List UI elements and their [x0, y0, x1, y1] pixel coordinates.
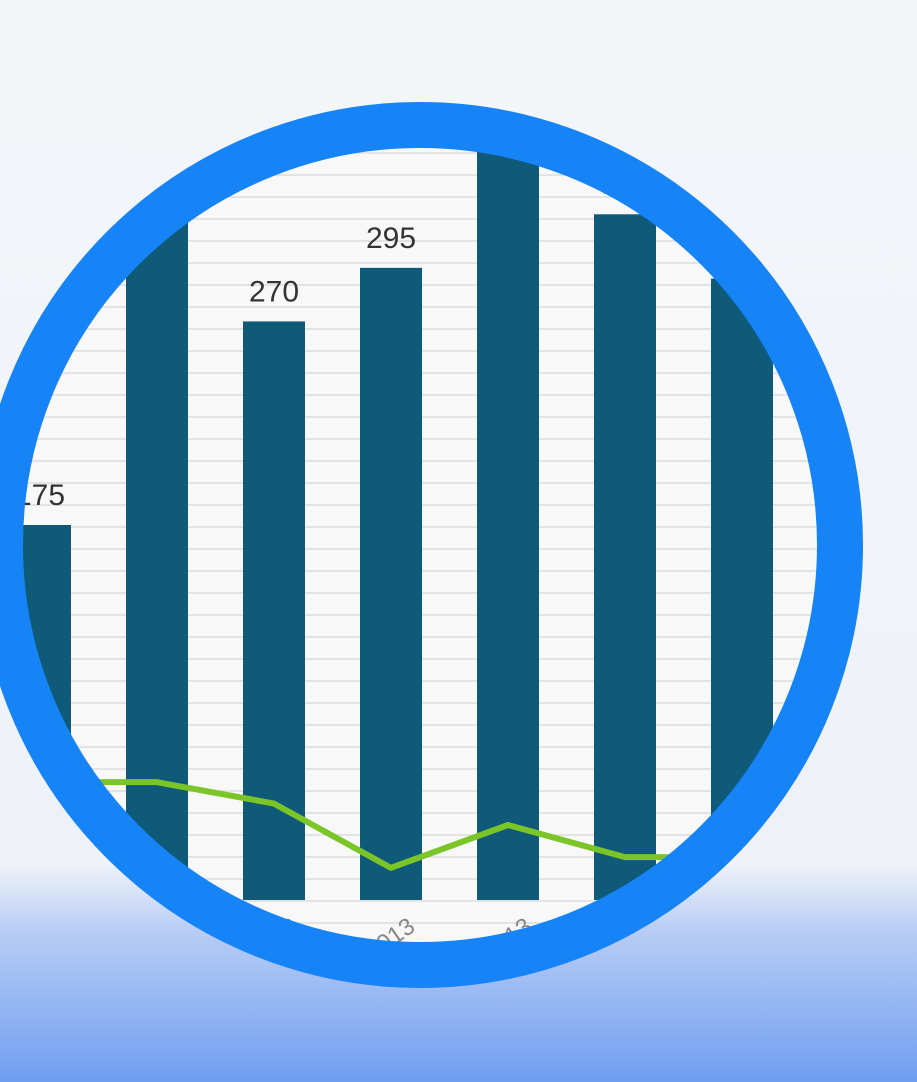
- data-label: 270: [249, 275, 299, 308]
- bar: [126, 203, 188, 901]
- lens-ring: [0, 102, 863, 988]
- data-label: 295: [366, 222, 416, 255]
- bar: [360, 267, 422, 900]
- line: [40, 779, 742, 871]
- bar: [594, 214, 656, 901]
- bar: [477, 150, 539, 900]
